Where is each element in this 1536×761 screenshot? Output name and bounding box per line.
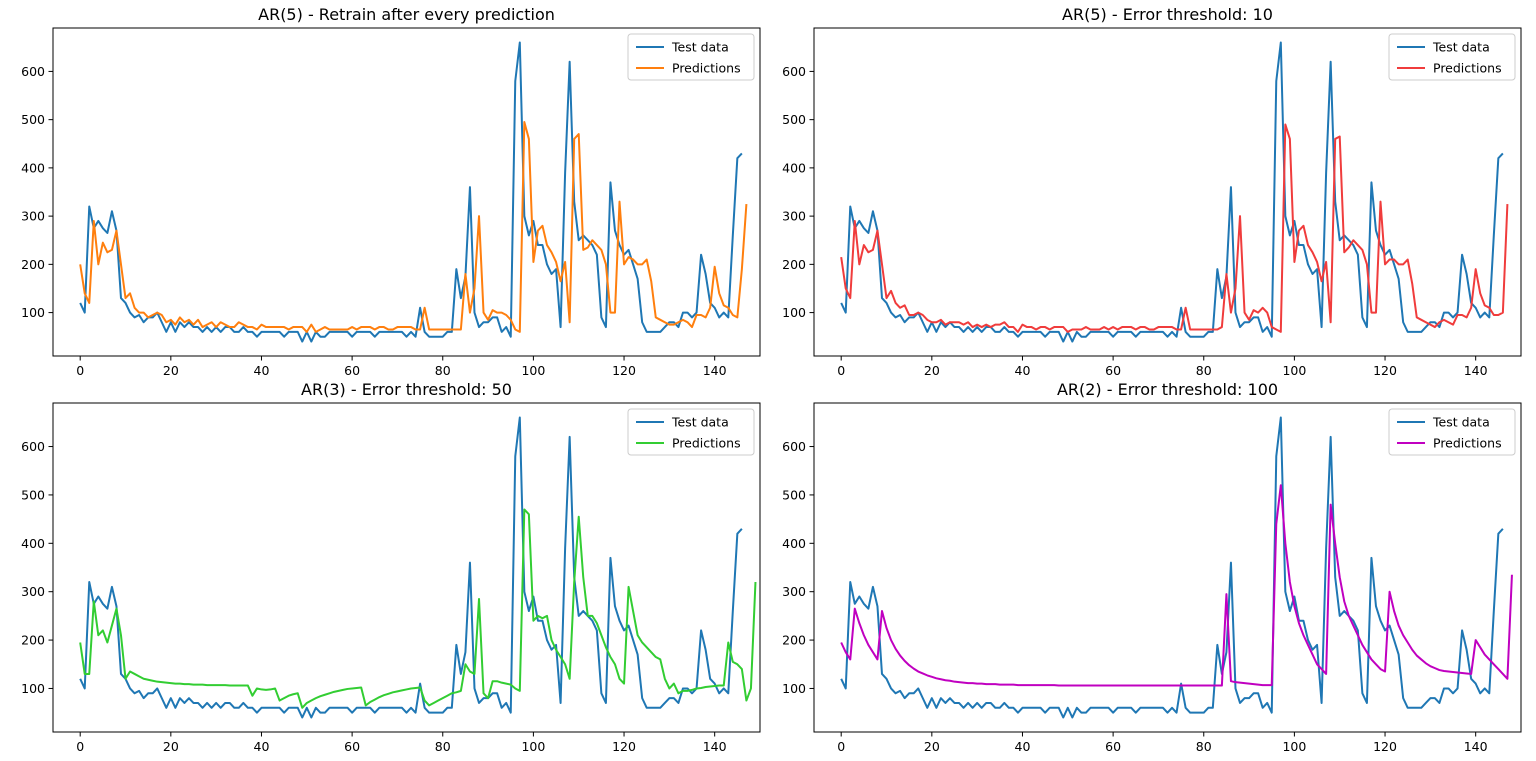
axes-frame xyxy=(813,402,1522,733)
chart-title: AR(5) - Error threshold: 10 xyxy=(1062,5,1273,24)
series-group xyxy=(79,41,748,343)
y-tick-label: 100 xyxy=(782,681,806,696)
x-tick-label: 120 xyxy=(612,363,636,378)
x-tick-label: 80 xyxy=(435,739,451,754)
x-tick-label: 20 xyxy=(163,363,179,378)
series-line-test-data xyxy=(79,41,743,343)
x-tick-label: 140 xyxy=(703,363,727,378)
axes-frame xyxy=(52,27,761,357)
x-tick-label: 60 xyxy=(1105,739,1121,754)
legend-label-predictions: Predictions xyxy=(1433,436,1502,451)
y-tick-label: 100 xyxy=(21,305,45,320)
x-tick-label: 100 xyxy=(1282,363,1306,378)
x-tick-label: 60 xyxy=(344,363,360,378)
axes-frame xyxy=(813,27,1522,357)
y-tick-label: 600 xyxy=(21,439,45,454)
y-tick-label: 500 xyxy=(782,487,806,502)
series-line-predictions xyxy=(840,484,1513,687)
legend-label-predictions: Predictions xyxy=(672,61,741,76)
x-tick-label: 120 xyxy=(1373,363,1397,378)
x-tick-label: 60 xyxy=(1105,363,1121,378)
series-line-test-data xyxy=(79,416,743,719)
x-tick-label: 20 xyxy=(924,739,940,754)
legend-label-test-data: Test data xyxy=(671,40,729,55)
chart-panel-2: AR(5) - Error threshold: 10 0 20 40 60 80 100 1… xyxy=(782,5,1522,378)
series-line-predictions xyxy=(840,123,1509,333)
series-group xyxy=(840,41,1509,343)
y-tick-label: 600 xyxy=(782,64,806,79)
chart-title: AR(3) - Error threshold: 50 xyxy=(301,380,512,399)
x-tick-label: 140 xyxy=(703,739,727,754)
legend-label-test-data: Test data xyxy=(1432,415,1490,430)
x-tick-label: 80 xyxy=(1196,739,1212,754)
x-tick-label: 60 xyxy=(344,739,360,754)
y-tick-label: 200 xyxy=(21,633,45,648)
y-tick-label: 300 xyxy=(782,209,806,224)
x-tick-label: 40 xyxy=(254,363,270,378)
x-tick-label: 140 xyxy=(1464,739,1488,754)
y-tick-label: 600 xyxy=(21,64,45,79)
y-tick-label: 300 xyxy=(21,209,45,224)
y-tick-label: 400 xyxy=(782,536,806,551)
x-tick-label: 80 xyxy=(1196,363,1212,378)
x-tick-label: 0 xyxy=(837,363,845,378)
x-tick-label: 100 xyxy=(1282,739,1306,754)
x-tick-label: 40 xyxy=(1015,363,1031,378)
x-tick-label: 120 xyxy=(1373,739,1397,754)
y-tick-label: 200 xyxy=(782,257,806,272)
x-tick-label: 100 xyxy=(521,739,545,754)
series-line-test-data xyxy=(840,416,1504,719)
legend: Test data Predictions xyxy=(1388,33,1516,81)
y-tick-label: 400 xyxy=(21,160,45,175)
y-tick-label: 100 xyxy=(21,681,45,696)
y-tick-label: 500 xyxy=(782,112,806,127)
legend-label-predictions: Predictions xyxy=(672,436,741,451)
series-group xyxy=(840,416,1513,719)
y-tick-label: 500 xyxy=(21,112,45,127)
y-tick-label: 300 xyxy=(21,584,45,599)
series-group xyxy=(79,416,757,719)
series-line-test-data xyxy=(840,41,1504,343)
chart-panel-4: AR(2) - Error threshold: 100 0 20 40 60 80 100… xyxy=(782,380,1522,754)
x-tick-label: 120 xyxy=(612,739,636,754)
x-tick-label: 140 xyxy=(1464,363,1488,378)
x-tick-label: 0 xyxy=(837,739,845,754)
series-line-predictions xyxy=(79,121,748,333)
legend-label-test-data: Test data xyxy=(1432,40,1490,55)
x-tick-label: 40 xyxy=(1015,739,1031,754)
y-tick-label: 300 xyxy=(782,584,806,599)
chart-panel-1: AR(5) - Retrain after every prediction 0 2… xyxy=(21,5,761,378)
x-tick-label: 0 xyxy=(76,363,84,378)
y-tick-label: 500 xyxy=(21,487,45,502)
series-line-predictions xyxy=(79,508,757,709)
y-tick-label: 600 xyxy=(782,439,806,454)
legend: Test data Predictions xyxy=(1388,408,1516,456)
x-tick-label: 40 xyxy=(254,739,270,754)
chart-title: AR(2) - Error threshold: 100 xyxy=(1057,380,1278,399)
legend: Test data Predictions xyxy=(627,33,755,81)
chart-title: AR(5) - Retrain after every prediction xyxy=(258,5,555,24)
chart-panel-3: AR(3) - Error threshold: 50 0 20 40 60 80 100 1… xyxy=(21,380,761,754)
y-tick-label: 400 xyxy=(21,536,45,551)
legend: Test data Predictions xyxy=(627,408,755,456)
x-tick-label: 20 xyxy=(924,363,940,378)
y-tick-label: 200 xyxy=(782,633,806,648)
y-tick-label: 100 xyxy=(782,305,806,320)
x-tick-label: 20 xyxy=(163,739,179,754)
x-tick-label: 80 xyxy=(435,363,451,378)
x-tick-label: 0 xyxy=(76,739,84,754)
axes-frame xyxy=(52,402,761,733)
y-tick-label: 400 xyxy=(782,160,806,175)
legend-label-test-data: Test data xyxy=(671,415,729,430)
y-tick-label: 200 xyxy=(21,257,45,272)
x-tick-label: 100 xyxy=(521,363,545,378)
legend-label-predictions: Predictions xyxy=(1433,61,1502,76)
